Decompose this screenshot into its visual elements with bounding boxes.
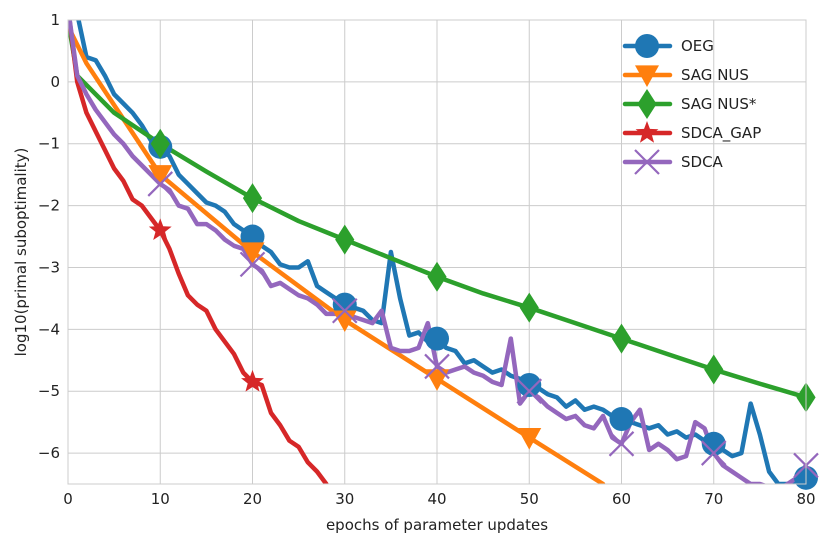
marker-stroke xyxy=(516,378,543,404)
y-tick-label: −3 xyxy=(38,258,60,276)
data-marker-2 xyxy=(704,354,724,385)
marker-stroke xyxy=(239,251,266,278)
data-marker-4 xyxy=(700,440,727,466)
x-tick-label: 20 xyxy=(243,490,262,508)
data-marker-2 xyxy=(335,224,355,255)
x-axis-label: epochs of parameter updates xyxy=(326,516,548,534)
y-tick-labels: 1 0 −1 −2 −3 −4 −5 −6 xyxy=(38,11,60,462)
y-axis-label: log10(primal suboptimality) xyxy=(12,148,30,357)
y-tick-label: −1 xyxy=(38,135,60,153)
data-marker-1 xyxy=(517,428,542,450)
data-marker-2 xyxy=(242,183,263,214)
legend-marker-2 xyxy=(637,89,657,119)
data-marker-1 xyxy=(425,369,449,391)
data-marker-0 xyxy=(701,431,726,456)
x-tick-label: 60 xyxy=(612,490,631,508)
x-tick-label: 0 xyxy=(63,490,73,508)
data-marker-4 xyxy=(516,378,543,404)
data-marker-2 xyxy=(611,323,632,354)
legend-marker-4 xyxy=(634,149,660,175)
y-tick-label: −5 xyxy=(38,382,60,400)
data-marker-3 xyxy=(241,369,264,392)
marker-stroke xyxy=(424,353,450,380)
marker-stroke xyxy=(147,171,174,197)
marker-stroke xyxy=(331,297,358,324)
legend-label: SDCA_GAP xyxy=(681,124,761,143)
x-tick-labels: 0 10 20 30 40 50 60 70 80 xyxy=(63,490,815,508)
y-tick-label: −4 xyxy=(38,320,60,338)
x-tick-label: 70 xyxy=(704,490,723,508)
legend-marker-1 xyxy=(635,65,659,87)
data-marker-2 xyxy=(519,292,539,323)
x-tick-label: 50 xyxy=(520,490,539,508)
marker-stroke xyxy=(634,149,660,175)
series-line-1 xyxy=(68,23,606,484)
data-marker-1 xyxy=(240,242,265,264)
data-marker-0 xyxy=(425,326,449,351)
data-marker-1 xyxy=(148,165,173,187)
x-tick-label: 10 xyxy=(151,490,170,508)
data-marker-4 xyxy=(608,431,635,457)
data-marker-4 xyxy=(331,297,358,324)
plot-frame xyxy=(67,19,807,485)
data-marker-0 xyxy=(517,373,542,398)
data-marker-2 xyxy=(427,261,447,292)
legend-label: OEG xyxy=(681,37,714,55)
data-marker-2 xyxy=(150,128,170,159)
y-tick-label: 1 xyxy=(50,11,60,29)
legend-label: SDCA xyxy=(681,153,724,171)
data-marker-0 xyxy=(609,407,634,432)
x-tick-label: 80 xyxy=(796,490,815,508)
y-tick-label: −2 xyxy=(38,197,60,215)
x-tick-label: 30 xyxy=(335,490,354,508)
legend-marker-0 xyxy=(635,34,659,58)
marker-stroke xyxy=(700,440,727,466)
x-tick-label: 40 xyxy=(427,490,446,508)
legend: OEG SAG NUS SAG NUS* SDCA_GAP SDCA xyxy=(622,34,761,175)
legend-label: SAG NUS* xyxy=(681,95,757,113)
y-tick-label: −6 xyxy=(38,444,60,462)
legend-label: SAG NUS xyxy=(681,66,749,84)
data-marker-4 xyxy=(424,353,450,380)
data-marker-3 xyxy=(148,218,172,241)
y-tick-label: 0 xyxy=(50,73,60,91)
data-marker-4 xyxy=(147,171,174,197)
legend-marker-3 xyxy=(635,121,659,143)
series-line-3 xyxy=(68,20,329,484)
data-marker-4 xyxy=(239,251,266,278)
marker-stroke xyxy=(608,431,635,457)
